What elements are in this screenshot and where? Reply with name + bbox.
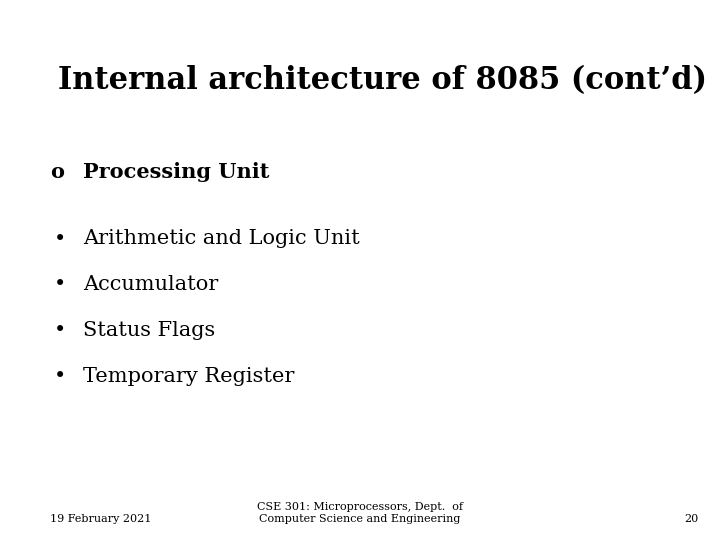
Text: Internal architecture of 8085 (cont’d): Internal architecture of 8085 (cont’d) — [58, 65, 706, 96]
Text: Arithmetic and Logic Unit: Arithmetic and Logic Unit — [83, 230, 359, 248]
Text: •: • — [54, 230, 66, 248]
Text: •: • — [54, 275, 66, 294]
Text: Status Flags: Status Flags — [83, 321, 215, 340]
Text: 20: 20 — [684, 514, 698, 524]
Text: 19 February 2021: 19 February 2021 — [50, 514, 152, 524]
Text: CSE 301: Microprocessors, Dept.  of
Computer Science and Engineering: CSE 301: Microprocessors, Dept. of Compu… — [257, 502, 463, 524]
Text: Processing Unit: Processing Unit — [83, 162, 269, 182]
Text: •: • — [54, 321, 66, 340]
Text: Temporary Register: Temporary Register — [83, 367, 294, 386]
Text: o: o — [50, 162, 64, 182]
Text: Accumulator: Accumulator — [83, 275, 218, 294]
Text: •: • — [54, 367, 66, 386]
